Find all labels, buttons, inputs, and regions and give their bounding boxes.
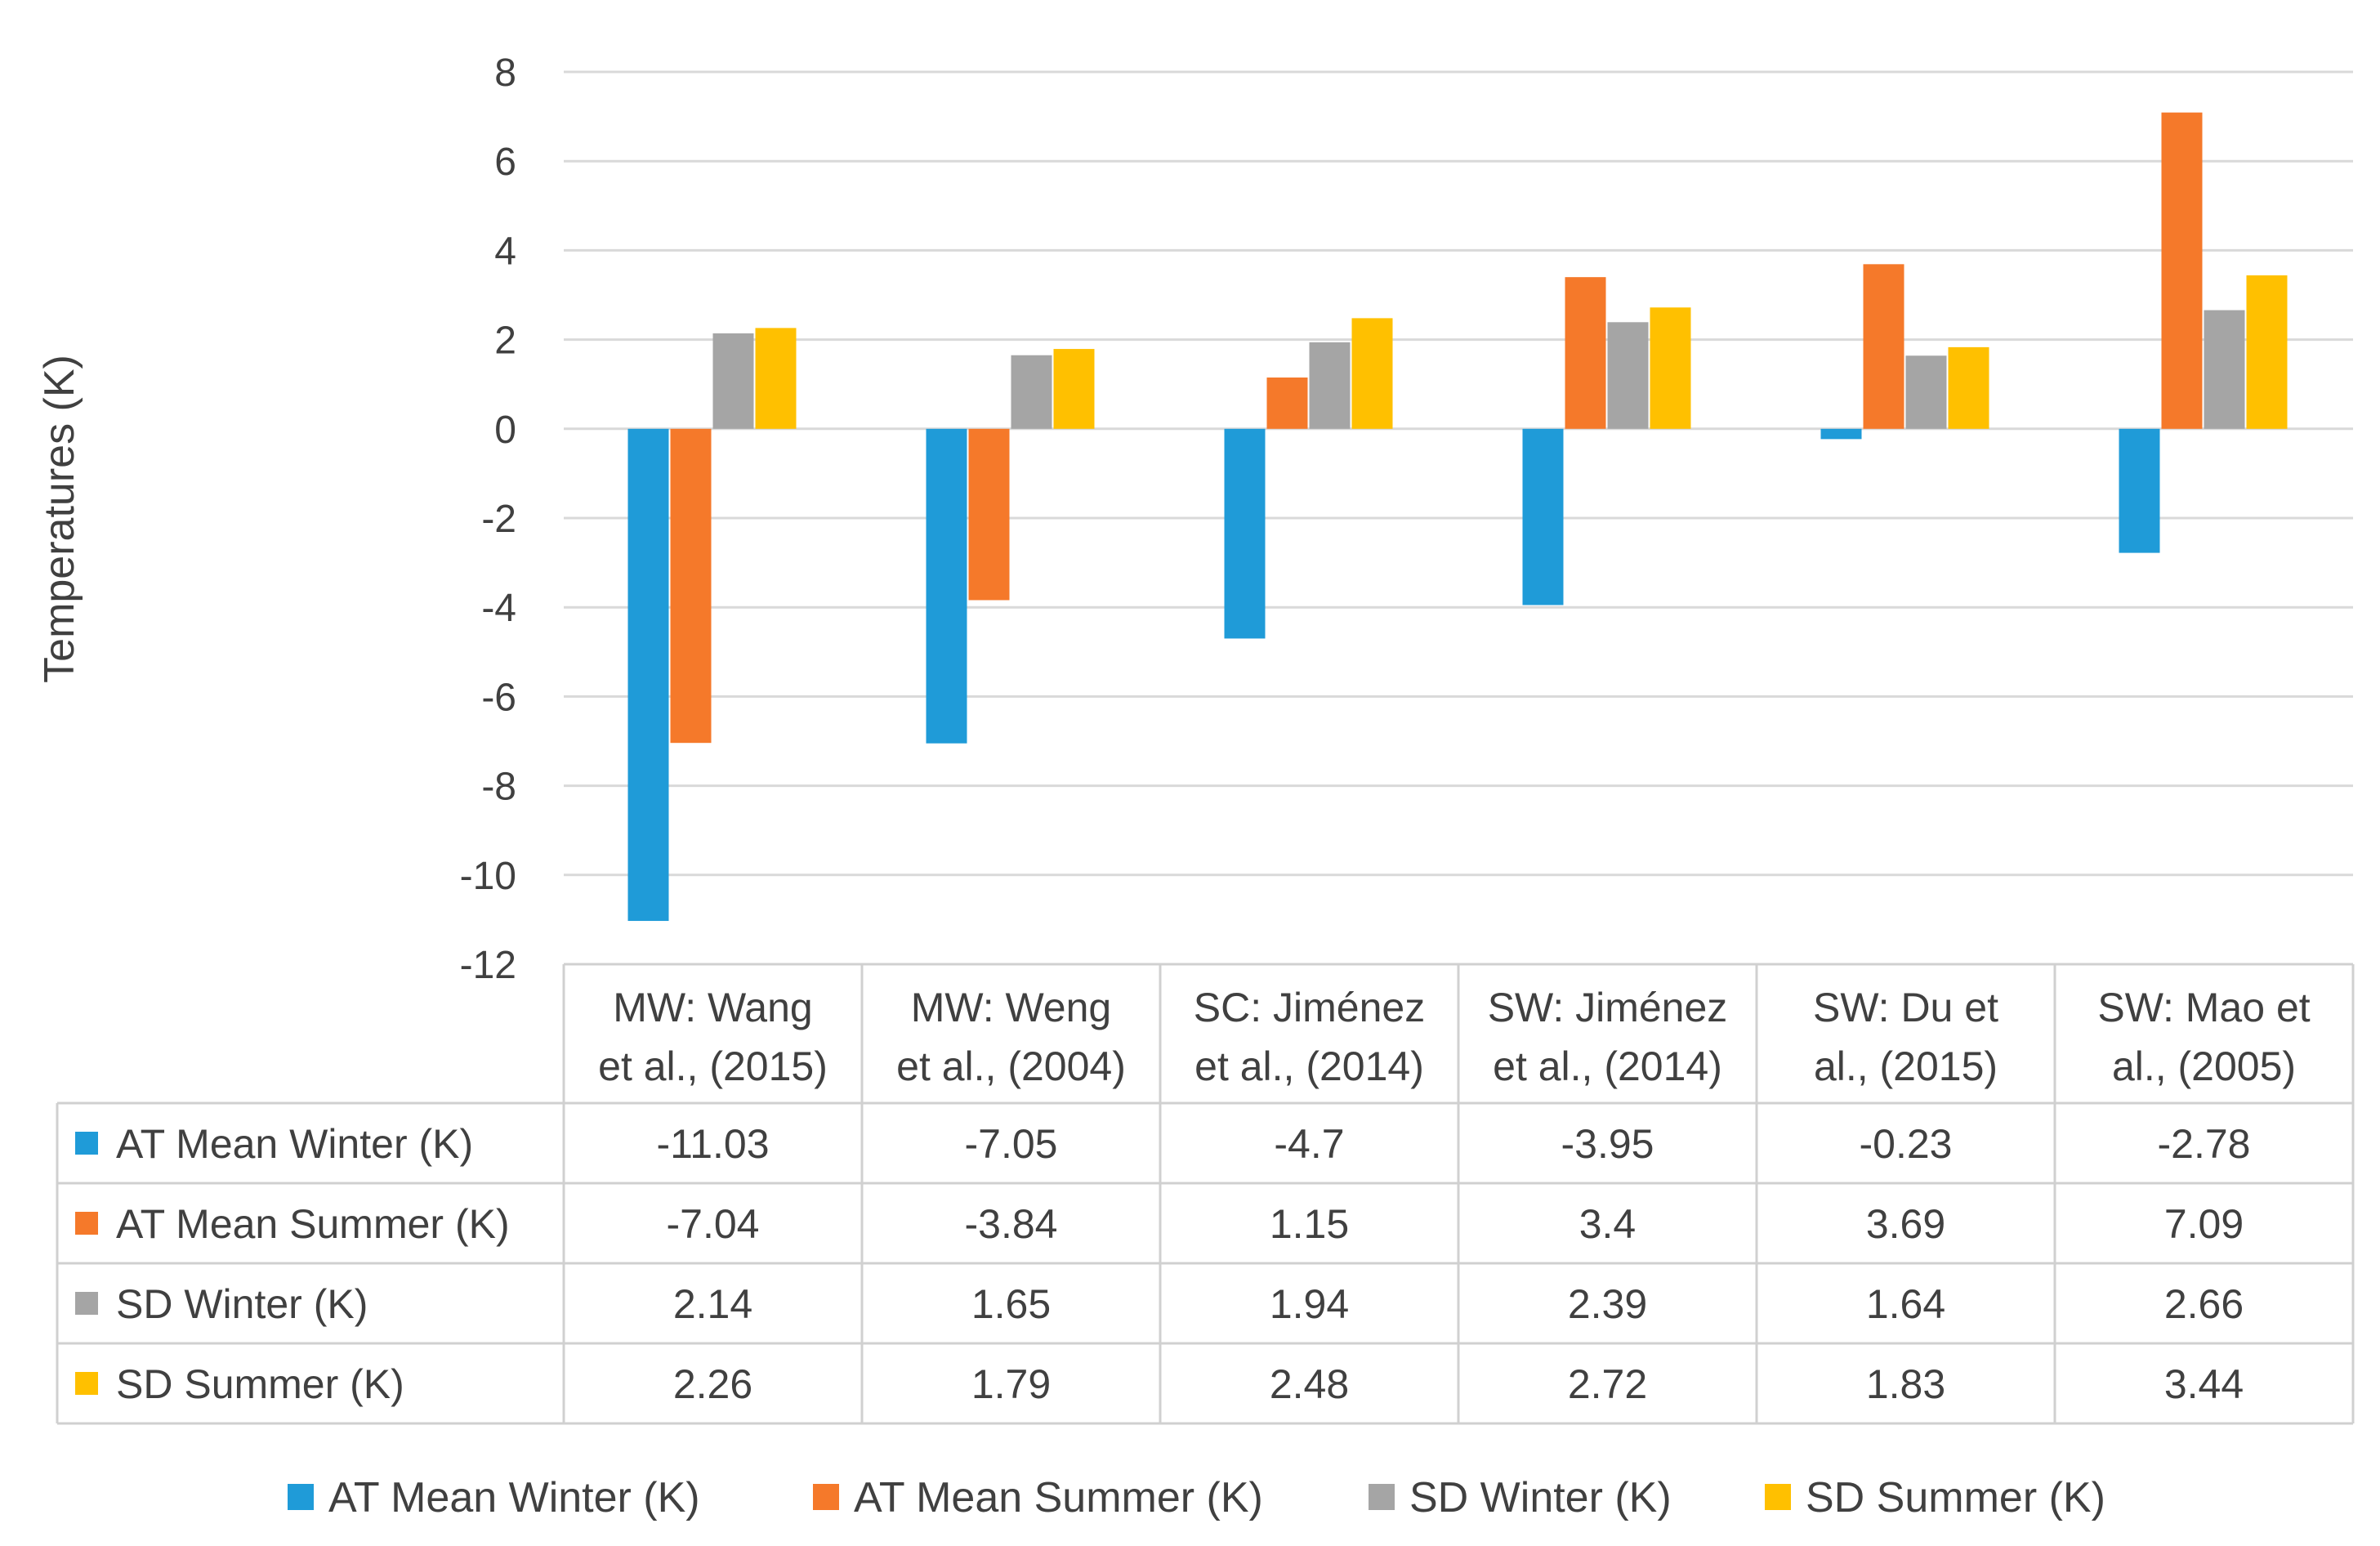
row-series-name: AT Mean Summer (K)	[116, 1201, 510, 1247]
data-label: 3.44	[2164, 1361, 2244, 1407]
data-label: 7.09	[2164, 1201, 2244, 1247]
category-label: et al., (2014)	[1194, 1043, 1424, 1089]
bar	[1053, 349, 1095, 429]
bar	[2204, 310, 2245, 429]
bar	[1820, 428, 1862, 440]
bar	[670, 428, 712, 744]
data-label: -2.78	[2158, 1121, 2251, 1167]
bars	[627, 112, 2288, 922]
row-legend-swatch	[75, 1132, 98, 1155]
bar	[1650, 307, 1691, 429]
y-tick-label: 0	[494, 409, 516, 452]
y-tick-label: -6	[481, 676, 516, 719]
legend-swatch	[813, 1484, 839, 1510]
y-tick-label: -8	[481, 766, 516, 809]
row-legend-swatch	[75, 1212, 98, 1235]
data-label: -7.05	[965, 1121, 1058, 1167]
data-label: -3.95	[1561, 1121, 1654, 1167]
bar	[2119, 428, 2160, 553]
y-tick-label: 6	[494, 141, 516, 184]
category-label: SC: Jiménez	[1194, 985, 1425, 1030]
data-label: -7.04	[667, 1201, 760, 1247]
category-label: et al., (2015)	[598, 1043, 828, 1089]
legend-swatch	[288, 1484, 314, 1510]
category-label: SW: Mao et	[2097, 985, 2310, 1030]
data-label: 1.64	[1866, 1281, 1945, 1327]
bar	[755, 328, 797, 429]
bar	[1011, 355, 1052, 429]
row-legend-swatch	[75, 1292, 98, 1315]
bar	[1905, 355, 1947, 429]
bar	[1351, 318, 1393, 429]
data-label: 2.66	[2164, 1281, 2244, 1327]
y-tick-label: 8	[494, 51, 516, 95]
bar	[2161, 112, 2203, 429]
bar	[1266, 378, 1308, 429]
bar	[1522, 428, 1564, 605]
category-label: SW: Du et	[1813, 985, 1998, 1030]
row-series-name: SD Winter (K)	[116, 1281, 368, 1327]
row-series-name: AT Mean Winter (K)	[116, 1121, 473, 1167]
legend-swatch	[1369, 1484, 1395, 1510]
y-tick-label: 4	[494, 230, 516, 273]
legend-swatch	[1765, 1484, 1791, 1510]
data-label: -3.84	[965, 1201, 1058, 1247]
y-tick-label: -2	[481, 498, 516, 541]
row-series-name: SD Summer (K)	[116, 1361, 404, 1407]
data-label: -0.23	[1860, 1121, 1953, 1167]
y-tick-label: -4	[481, 587, 516, 630]
bar	[1607, 322, 1649, 429]
data-label: 1.94	[1270, 1281, 1349, 1327]
data-table: MW: Wang et al., (2015) MW: Weng et al., (2…	[56, 963, 2355, 1425]
bar	[712, 333, 754, 429]
bar	[627, 428, 669, 922]
category-label: et al., (2014)	[1493, 1043, 1722, 1089]
legend: AT Mean Winter (K) AT Mean Summer (K) SD W…	[288, 1474, 2105, 1521]
data-label: 2.26	[673, 1361, 752, 1407]
data-label: 1.15	[1270, 1201, 1349, 1247]
bar	[968, 428, 1010, 601]
y-tick-label: -10	[460, 855, 516, 898]
row-legend-swatch	[75, 1372, 98, 1395]
category-label: al., (2005)	[2112, 1043, 2296, 1089]
data-label: 1.83	[1866, 1361, 1945, 1407]
bar	[1565, 277, 1606, 429]
data-label: -4.7	[1274, 1121, 1344, 1167]
data-label: 3.4	[1579, 1201, 1637, 1247]
y-axis-title: Temperatures (K)	[36, 355, 83, 683]
data-label: 2.72	[1568, 1361, 1647, 1407]
bar	[926, 428, 967, 744]
data-label: 1.65	[971, 1281, 1051, 1327]
legend-label: AT Mean Winter (K)	[328, 1474, 700, 1521]
data-label: 3.69	[1866, 1201, 1945, 1247]
data-label: 2.48	[1270, 1361, 1349, 1407]
y-axis: 8 6 4 2 0 -2 -4 -6 -8 -10 -12	[460, 51, 516, 987]
bar	[2246, 275, 2288, 429]
category-label: MW: Wang	[613, 985, 812, 1030]
legend-label: SD Winter (K)	[1409, 1474, 1672, 1521]
category-label: al., (2015)	[1814, 1043, 1998, 1089]
legend-label: AT Mean Summer (K)	[854, 1474, 1263, 1521]
data-label: 2.39	[1568, 1281, 1647, 1327]
legend-label: SD Summer (K)	[1806, 1474, 2105, 1521]
bar	[1863, 264, 1904, 429]
data-label: -11.03	[656, 1121, 769, 1167]
category-label: MW: Weng	[911, 985, 1111, 1030]
bar	[1224, 428, 1266, 639]
y-tick-label: 2	[494, 319, 516, 363]
category-label: et al., (2004)	[896, 1043, 1126, 1089]
y-tick-label: -12	[460, 944, 516, 987]
category-label: SW: Jiménez	[1488, 985, 1728, 1030]
data-label: 1.79	[971, 1361, 1051, 1407]
data-label: 2.14	[673, 1281, 752, 1327]
bar	[1948, 346, 1989, 429]
bar	[1309, 342, 1351, 429]
